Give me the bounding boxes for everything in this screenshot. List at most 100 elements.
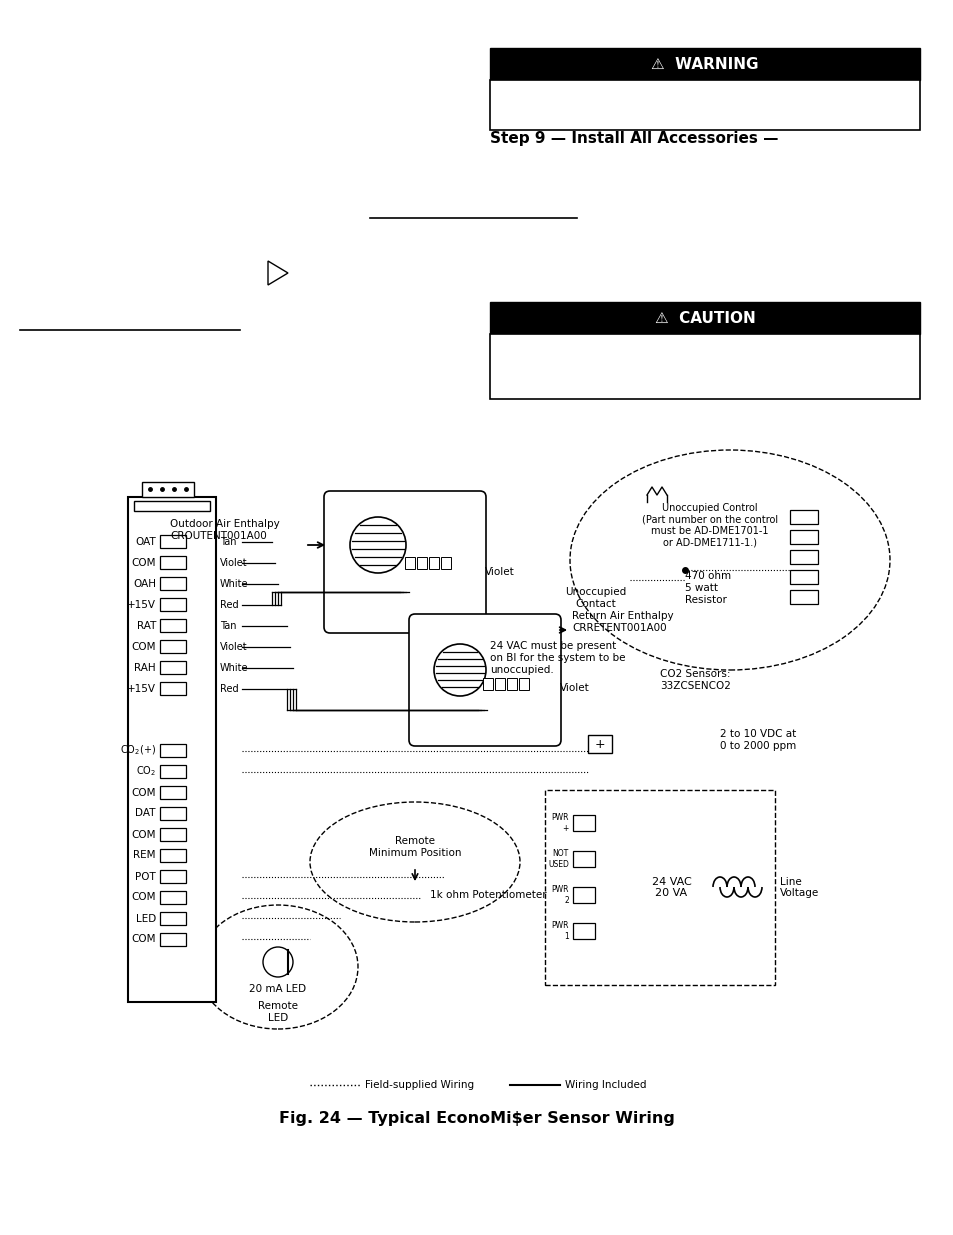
- Text: Violet: Violet: [220, 641, 248, 652]
- Text: OAT: OAT: [135, 536, 156, 547]
- Text: Field-supplied Wiring: Field-supplied Wiring: [365, 1079, 474, 1091]
- Bar: [142, 482, 193, 496]
- Bar: [160, 764, 186, 778]
- Bar: [160, 556, 186, 569]
- Bar: [160, 535, 186, 548]
- Text: Remote
LED: Remote LED: [257, 1002, 297, 1023]
- Bar: [160, 640, 186, 653]
- Text: COM: COM: [132, 557, 156, 568]
- Text: White: White: [220, 578, 248, 589]
- Bar: [482, 678, 493, 690]
- Bar: [416, 557, 427, 569]
- Text: REM: REM: [133, 851, 156, 861]
- Text: OAH: OAH: [132, 578, 156, 589]
- Text: 470 ohm
5 watt
Resistor: 470 ohm 5 watt Resistor: [684, 572, 730, 605]
- Text: COM: COM: [132, 830, 156, 840]
- Bar: [573, 815, 595, 831]
- Circle shape: [434, 643, 485, 697]
- Bar: [789, 571, 817, 584]
- Text: COM: COM: [132, 935, 156, 945]
- Text: CO$_2$: CO$_2$: [135, 764, 156, 778]
- Bar: [160, 661, 186, 674]
- Text: Violet: Violet: [559, 683, 589, 693]
- Text: Tan: Tan: [220, 620, 236, 631]
- Bar: [160, 890, 186, 904]
- Text: Fig. 24 — Typical EconoMi$er Sensor Wiring: Fig. 24 — Typical EconoMi$er Sensor Wiri…: [279, 1110, 674, 1125]
- Text: Wiring Included: Wiring Included: [564, 1079, 646, 1091]
- Bar: [573, 923, 595, 939]
- Bar: [544, 790, 774, 986]
- Text: +: +: [594, 737, 604, 751]
- Text: PWR
2: PWR 2: [551, 885, 568, 905]
- Text: CO2 Sensors:
33ZCSENCO2: CO2 Sensors: 33ZCSENCO2: [659, 669, 730, 690]
- Bar: [160, 743, 186, 757]
- FancyBboxPatch shape: [409, 614, 560, 746]
- Bar: [160, 869, 186, 883]
- Bar: [587, 735, 612, 753]
- Text: 2 to 10 VDC at
0 to 2000 ppm: 2 to 10 VDC at 0 to 2000 ppm: [720, 729, 796, 751]
- Bar: [429, 557, 438, 569]
- Bar: [160, 848, 186, 862]
- Bar: [573, 851, 595, 867]
- Text: RAT: RAT: [136, 620, 156, 631]
- Text: White: White: [220, 662, 248, 673]
- Bar: [490, 333, 919, 399]
- Text: 20 mA LED: 20 mA LED: [249, 984, 306, 994]
- Text: Remote
Minimum Position: Remote Minimum Position: [369, 836, 460, 858]
- Bar: [128, 496, 215, 1002]
- Text: Line
Voltage: Line Voltage: [780, 877, 819, 898]
- Text: COM: COM: [132, 893, 156, 903]
- Bar: [789, 590, 817, 604]
- Bar: [160, 598, 186, 611]
- Text: +15V: +15V: [127, 599, 156, 610]
- Text: Violet: Violet: [484, 567, 515, 577]
- Text: Tan: Tan: [220, 536, 236, 547]
- Bar: [160, 911, 186, 925]
- Text: ⚠  WARNING: ⚠ WARNING: [651, 57, 758, 72]
- Text: Red: Red: [220, 683, 238, 694]
- Text: 24 VAC
20 VA: 24 VAC 20 VA: [651, 877, 691, 898]
- Bar: [160, 827, 186, 841]
- Circle shape: [350, 517, 406, 573]
- Bar: [160, 577, 186, 590]
- Bar: [490, 80, 919, 130]
- Bar: [160, 785, 186, 799]
- Bar: [160, 806, 186, 820]
- Text: +15V: +15V: [127, 683, 156, 694]
- Bar: [490, 303, 919, 333]
- Bar: [133, 501, 210, 511]
- Text: LED: LED: [135, 914, 156, 924]
- Ellipse shape: [569, 450, 889, 671]
- Text: COM: COM: [132, 641, 156, 652]
- Bar: [789, 510, 817, 524]
- Text: 24 VAC must be present
on BI for the system to be
unoccupied.: 24 VAC must be present on BI for the sys…: [490, 641, 625, 674]
- Bar: [495, 678, 504, 690]
- Text: RAH: RAH: [134, 662, 156, 673]
- Text: Red: Red: [220, 599, 238, 610]
- Text: PWR
1: PWR 1: [551, 921, 568, 941]
- Text: Unoccupied
Contact: Unoccupied Contact: [565, 587, 626, 609]
- Text: CO$_2$(+): CO$_2$(+): [120, 743, 156, 757]
- Text: Outdoor Air Enthalpy
CROUTENT001A00: Outdoor Air Enthalpy CROUTENT001A00: [170, 519, 279, 541]
- Text: ⚠  CAUTION: ⚠ CAUTION: [654, 310, 755, 326]
- Bar: [789, 550, 817, 564]
- Bar: [160, 682, 186, 695]
- Bar: [405, 557, 415, 569]
- Text: Return Air Enthalpy
CRRETENT001A00: Return Air Enthalpy CRRETENT001A00: [572, 611, 673, 632]
- Bar: [518, 678, 529, 690]
- FancyBboxPatch shape: [324, 492, 485, 634]
- Bar: [160, 932, 186, 946]
- Text: COM: COM: [132, 788, 156, 798]
- Bar: [490, 48, 919, 80]
- Text: POT: POT: [135, 872, 156, 882]
- Bar: [160, 619, 186, 632]
- Text: Violet: Violet: [220, 557, 248, 568]
- Bar: [573, 887, 595, 903]
- Ellipse shape: [198, 905, 357, 1029]
- Text: Unoccupied Control
(Part number on the control
must be AD-DME1701-1
or AD-DME171: Unoccupied Control (Part number on the c…: [641, 503, 778, 547]
- Text: DAT: DAT: [135, 809, 156, 819]
- Text: 1k ohm Potentiometer: 1k ohm Potentiometer: [430, 890, 546, 900]
- Ellipse shape: [310, 802, 519, 923]
- Text: NOT
USED: NOT USED: [548, 850, 568, 868]
- Text: PWR
+: PWR +: [551, 814, 568, 832]
